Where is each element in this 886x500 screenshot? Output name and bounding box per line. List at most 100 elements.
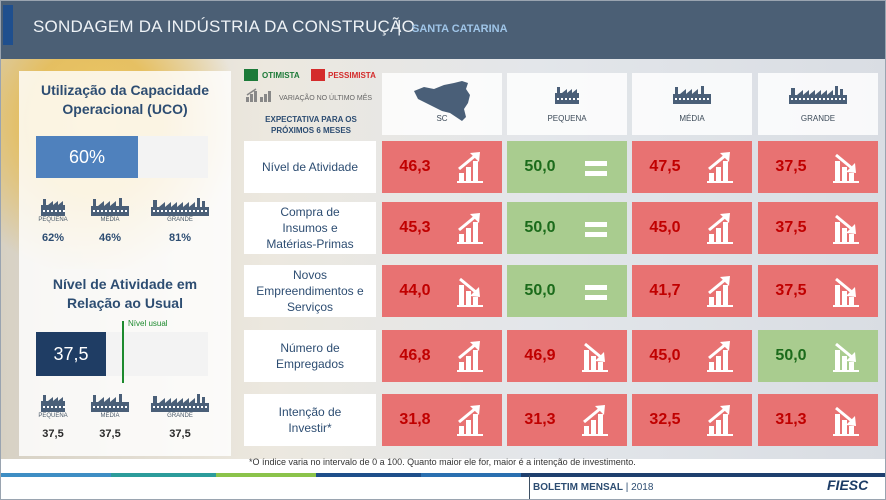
trend-down-icon <box>832 151 862 185</box>
index-cell: 31,8 <box>382 394 502 446</box>
column-header-grande: GRANDE <box>758 73 878 135</box>
row-label: Compra de Insumos e Matérias-Primas <box>244 202 376 254</box>
index-value: 31,3 <box>524 411 556 428</box>
index-cell: 41,7 <box>632 265 752 317</box>
uco-grande-factory-icon <box>149 197 211 222</box>
trend-up-icon <box>456 151 486 185</box>
index-cell: 45,0 <box>632 202 752 254</box>
column-label-pequena: PEQUENA <box>547 114 587 123</box>
activity-pequena-label: PEQUENA <box>38 413 68 419</box>
column-label-media: MÉDIA <box>679 114 705 123</box>
index-value: 45,3 <box>399 219 431 236</box>
activity-title-line2: Relação ao Usual <box>67 295 183 311</box>
header-bar: SONDAGEM DA INDÚSTRIA DA CONSTRUÇÃO | SA… <box>1 1 885 59</box>
index-value: 45,0 <box>649 219 681 236</box>
index-cell: 37,5 <box>758 202 878 254</box>
usual-level-label: Nível usual <box>128 319 168 328</box>
index-cell: 50,0 <box>758 330 878 382</box>
uco-grande-value: 81% <box>168 232 192 244</box>
sc-map-icon <box>414 81 470 121</box>
footer-divider <box>529 475 530 499</box>
row-label: Intenção de Investir* <box>244 394 376 446</box>
trend-down-icon <box>832 275 862 309</box>
row-label: Número de Empregados <box>244 330 376 382</box>
trend-up-icon <box>706 340 736 374</box>
column-media-factory-icon <box>671 85 713 110</box>
uco-bar-remainder <box>138 136 208 178</box>
footer-stripe <box>1 473 111 477</box>
index-cell: 44,0 <box>382 265 502 317</box>
index-value: 37,5 <box>775 219 807 236</box>
footer-stripe <box>111 473 216 477</box>
expectation-line1: EXPECTATIVA PARA OS <box>265 115 357 124</box>
activity-grande-value: 37,5 <box>169 428 191 440</box>
trend-up-icon <box>706 275 736 309</box>
index-cell: 45,0 <box>632 330 752 382</box>
footer-stripe <box>316 473 421 477</box>
activity-grande-label: GRANDE <box>167 413 193 419</box>
column-header-media: MÉDIA <box>632 73 752 135</box>
column-header-pequena: PEQUENA <box>507 73 627 135</box>
uco-media-label: MÉDIA <box>100 217 120 223</box>
index-cell: 50,0 <box>507 202 627 254</box>
activity-value-bar: 37,5 <box>36 332 106 376</box>
index-value: 44,0 <box>399 282 431 299</box>
equal-icon <box>581 151 611 185</box>
index-value: 37,5 <box>775 282 807 299</box>
index-value: 31,8 <box>399 411 431 428</box>
trend-up-icon <box>706 151 736 185</box>
trend-up-icon <box>456 340 486 374</box>
index-cell: 46,9 <box>507 330 627 382</box>
trend-up-icon <box>456 212 486 246</box>
index-cell: 32,5 <box>632 394 752 446</box>
trend-down-icon <box>832 212 862 246</box>
index-cell: 50,0 <box>507 141 627 193</box>
index-cell: 31,3 <box>507 394 627 446</box>
index-value: 37,5 <box>775 158 807 175</box>
index-value: 50,0 <box>524 158 556 175</box>
uco-title-line2: Operacional (UCO) <box>62 101 188 117</box>
index-value: 31,3 <box>775 411 807 428</box>
index-value: 47,5 <box>649 158 681 175</box>
activity-pequena-factory-icon <box>39 393 67 418</box>
index-value: 46,9 <box>524 347 556 364</box>
trend-up-icon <box>581 404 611 438</box>
uco-media-factory-icon <box>89 197 131 222</box>
expectation-label: EXPECTATIVA PARA OS PRÓXIMOS 6 MESES <box>249 114 373 136</box>
column-header-sc: SC <box>382 73 502 135</box>
expectation-line2: PRÓXIMOS 6 MESES <box>270 126 352 135</box>
footnote: *O índice varia no intervalo de 0 a 100.… <box>249 457 636 467</box>
uco-value-bar: 60% <box>36 136 138 178</box>
uco-media-value: 46% <box>98 232 122 244</box>
trend-up-icon <box>706 404 736 438</box>
index-value: 32,5 <box>649 411 681 428</box>
activity-media-value: 37,5 <box>99 428 121 440</box>
bulletin-title: BOLETIM MENSAL <box>533 482 623 493</box>
index-cell: 50,0 <box>507 265 627 317</box>
header-accent <box>3 5 13 45</box>
region-subtitle: SANTA CATARINA <box>412 23 508 35</box>
activity-title: Nível de Atividade em Relação ao Usual <box>19 275 231 313</box>
index-cell: 47,5 <box>632 141 752 193</box>
activity-pequena-value: 37,5 <box>42 428 64 440</box>
index-cell: 46,8 <box>382 330 502 382</box>
bulletin-separator: | <box>625 482 629 493</box>
trend-up-icon <box>706 212 736 246</box>
uco-pequena-label: PEQUENA <box>38 217 68 223</box>
uco-pequena-factory-icon <box>39 197 67 222</box>
pessimist-label: PESSIMISTA <box>328 71 376 80</box>
left-panel <box>19 71 231 456</box>
index-value: 50,0 <box>775 347 807 364</box>
variation-label: VARIAÇÃO NO ÚLTIMO MÊS <box>279 95 373 102</box>
index-value: 46,8 <box>399 347 431 364</box>
column-label-grande: GRANDE <box>800 114 836 123</box>
column-pequena-factory-icon <box>553 85 581 110</box>
activity-grande-factory-icon <box>149 393 211 418</box>
activity-media-label: MÉDIA <box>100 413 120 419</box>
equal-icon <box>581 275 611 309</box>
trend-down-icon <box>832 340 862 374</box>
index-cell: 37,5 <box>758 265 878 317</box>
footer-stripe <box>521 473 885 477</box>
activity-media-factory-icon <box>89 393 131 418</box>
